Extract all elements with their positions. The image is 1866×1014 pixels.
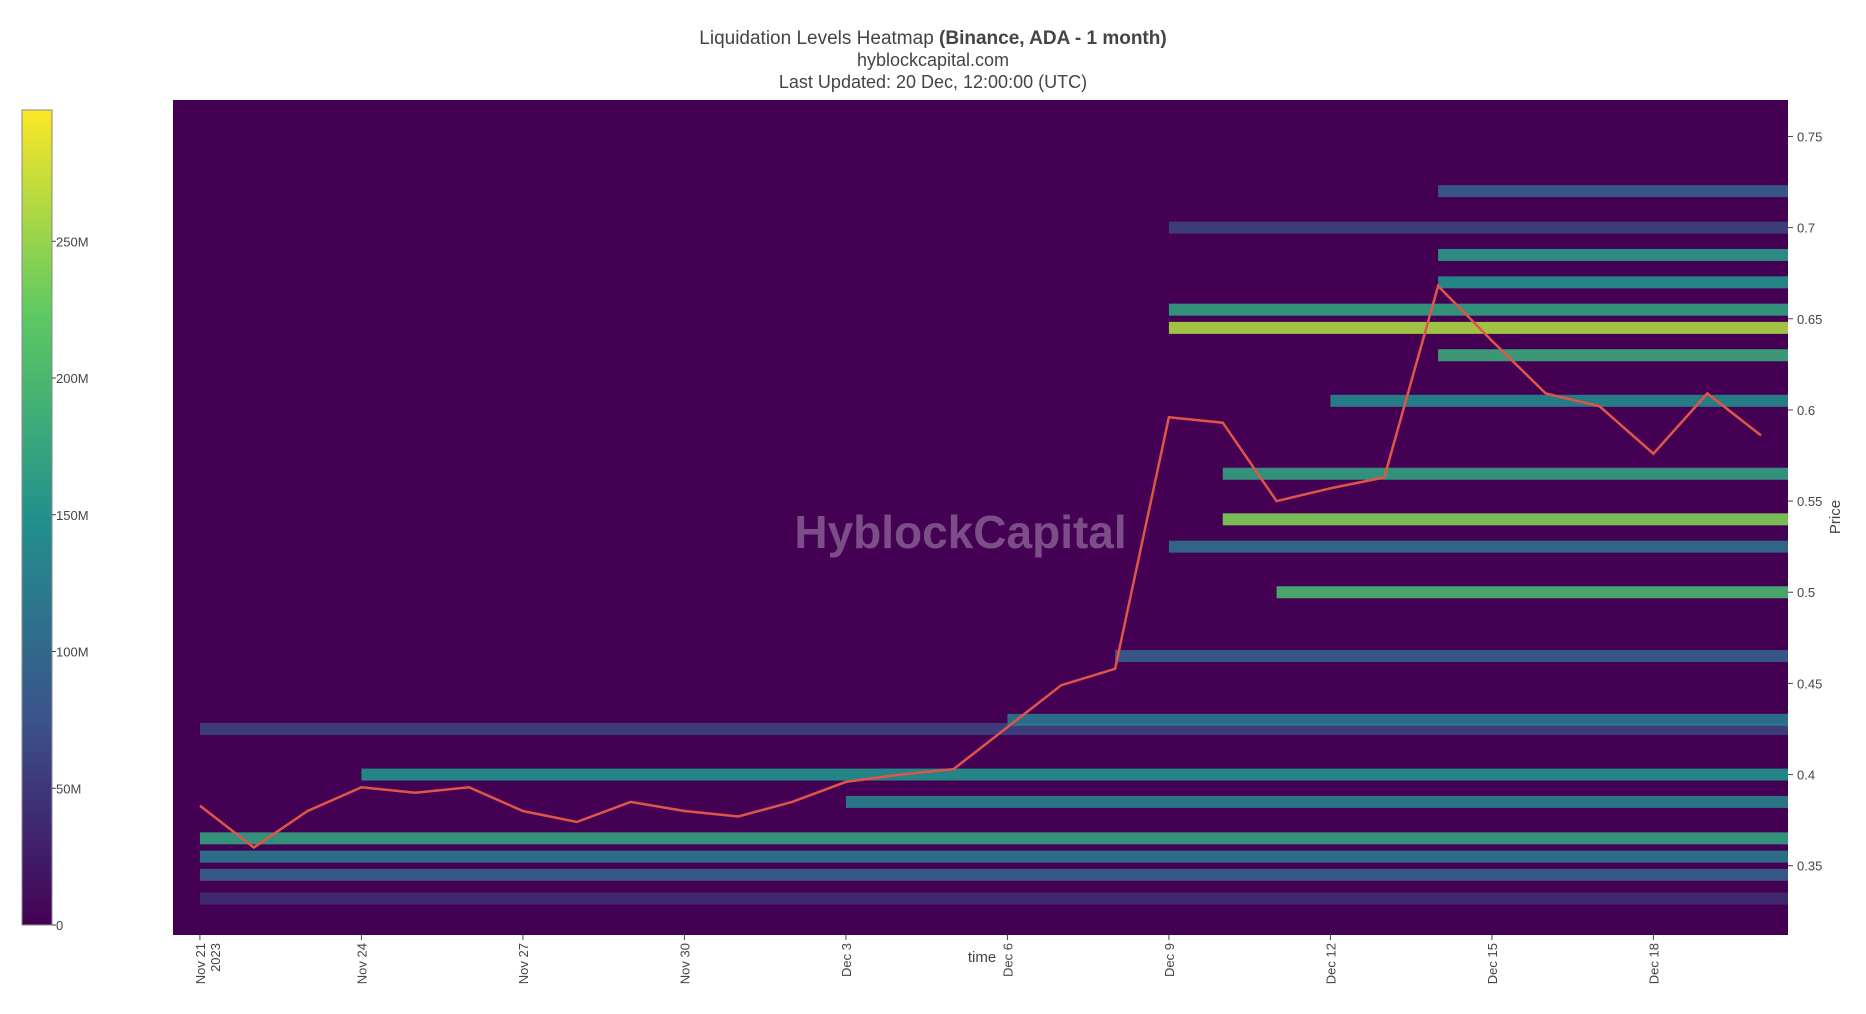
price-line [199, 283, 1762, 850]
x-tick-label: Nov 24 [354, 943, 369, 984]
y-tick-label: 0.7 [1797, 221, 1815, 236]
x-axis-label: time [968, 949, 996, 966]
title-text: Liquidation Levels Heatmap [699, 28, 939, 49]
y-axis-label: Price [1827, 500, 1844, 534]
x-tick-label: Dec 3 [839, 943, 854, 977]
liquidation-level [1438, 185, 1788, 198]
colorbar [21, 109, 53, 926]
colorbar-tick-label: 0 [56, 918, 63, 933]
chart-title: Liquidation Levels Heatmap (Binance, ADA… [699, 28, 1166, 49]
watermark: HyblockCapital [794, 506, 1126, 558]
liquidation-level [199, 850, 1788, 863]
liquidation-level [1438, 248, 1788, 261]
liquidation-level [361, 768, 1788, 781]
y-tick-label: 0.4 [1797, 768, 1815, 783]
liquidation-level [1438, 349, 1788, 362]
liquidation-level [199, 892, 1788, 905]
plot-area: HyblockCapital [173, 100, 1788, 935]
x-tick-label: Nov 27 [516, 943, 531, 984]
liquidation-level [199, 868, 1788, 881]
liquidation-level [1276, 586, 1788, 599]
x-tick-label: Dec 18 [1646, 943, 1661, 984]
subtitle: hyblockcapital.com [857, 50, 1009, 70]
liquidation-level [845, 795, 1788, 808]
liquidation-level [1222, 467, 1788, 480]
x-tick-year: 2023 [208, 943, 223, 972]
x-tick-label: Dec 12 [1323, 943, 1338, 984]
liquidation-level [1438, 276, 1788, 289]
y-tick-label: 0.75 [1797, 129, 1822, 144]
y-tick-label: 0.5 [1797, 585, 1815, 600]
x-tick-label: Dec 9 [1162, 943, 1177, 977]
colorbar-tick-label: 150M [56, 508, 89, 523]
colorbar-tick-label: 250M [56, 234, 89, 249]
x-tick-label: Dec 15 [1485, 943, 1500, 984]
x-tick-label: Dec 6 [1000, 943, 1015, 977]
liquidation-level [1330, 394, 1788, 407]
liquidation-level [1168, 540, 1788, 553]
y-tick-label: 0.35 [1797, 859, 1822, 874]
colorbar-tick-label: 50M [56, 781, 81, 796]
y-tick-label: 0.45 [1797, 676, 1822, 691]
x-tick-label: Nov 30 [677, 943, 692, 984]
liquidation-level [1115, 650, 1788, 663]
y-tick-label: 0.6 [1797, 403, 1815, 418]
liquidation-level [1007, 713, 1788, 726]
liquidation-level [199, 722, 1788, 735]
colorbar-tick-label: 200M [56, 371, 89, 386]
colorbar-tick-label: 100M [56, 645, 89, 660]
y-tick-label: 0.55 [1797, 494, 1822, 509]
y-tick-label: 0.65 [1797, 312, 1822, 327]
x-tick-label: Nov 21 [193, 943, 208, 984]
liquidation-level [199, 832, 1788, 845]
updated: Last Updated: 20 Dec, 12:00:00 (UTC) [779, 72, 1087, 92]
liquidation-level [1168, 303, 1788, 316]
title-bold: (Binance, ADA - 1 month) [939, 28, 1167, 49]
liquidation-level [1168, 221, 1788, 234]
liquidation-level [1222, 513, 1788, 526]
